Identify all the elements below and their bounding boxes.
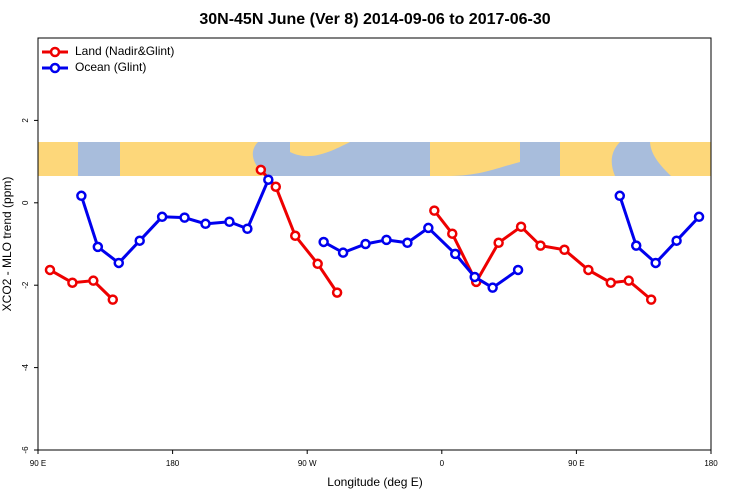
legend-label: Land (Nadir&Glint) xyxy=(75,44,174,58)
series-line xyxy=(79,179,701,290)
point xyxy=(76,190,87,202)
point xyxy=(360,238,371,250)
point xyxy=(671,235,682,246)
x-tick-label: 0 xyxy=(440,459,445,468)
point xyxy=(645,294,657,305)
legend-label: Ocean (Glint) xyxy=(75,60,146,74)
x-tick-label: 90 E xyxy=(568,459,584,468)
point xyxy=(255,164,267,176)
point xyxy=(450,248,461,260)
point xyxy=(447,228,458,239)
point xyxy=(318,236,329,248)
point xyxy=(515,221,527,232)
y-tick-label: 2 xyxy=(21,118,30,123)
y-tick-label: 0 xyxy=(21,200,30,205)
plot-frame xyxy=(37,37,712,451)
point xyxy=(44,264,56,276)
point xyxy=(107,294,119,305)
x-tick-label: 90 E xyxy=(30,459,46,468)
point xyxy=(289,230,301,242)
point xyxy=(224,216,235,228)
point xyxy=(113,257,125,269)
legend-marker xyxy=(49,62,61,74)
point xyxy=(535,240,546,251)
point xyxy=(559,244,570,256)
x-tick-label: 90 W xyxy=(298,459,317,468)
point xyxy=(156,211,168,223)
map-band xyxy=(38,142,711,176)
point xyxy=(429,205,440,216)
point xyxy=(88,275,99,286)
point xyxy=(67,277,78,288)
x-tick-label: 180 xyxy=(166,459,180,468)
x-axis-label: Longitude (deg E) xyxy=(327,475,422,489)
point xyxy=(270,181,282,192)
y-tick-label: -4 xyxy=(21,363,30,371)
point xyxy=(381,234,392,246)
x-tick-label: 180 xyxy=(704,459,718,468)
y-tick-label: -6 xyxy=(21,446,30,454)
point xyxy=(242,223,253,235)
point xyxy=(512,264,524,276)
y-axis-label: XCO2 - MLO trend (ppm) xyxy=(0,177,14,312)
point xyxy=(614,190,626,202)
point xyxy=(402,237,413,249)
point xyxy=(331,287,343,298)
chart-title: 30N-45N June (Ver 8) 2014-09-06 to 2017-… xyxy=(199,11,550,28)
legend-marker xyxy=(49,46,61,58)
point xyxy=(605,277,617,288)
point xyxy=(179,212,190,223)
point xyxy=(650,257,661,269)
point xyxy=(693,211,705,223)
point xyxy=(92,241,104,253)
point xyxy=(134,235,145,246)
y-tick-label: -2 xyxy=(21,281,30,289)
point xyxy=(423,222,434,234)
point xyxy=(469,271,480,283)
series-line xyxy=(49,168,653,301)
point xyxy=(200,218,211,230)
point xyxy=(337,247,349,258)
point xyxy=(630,240,642,251)
point xyxy=(312,258,323,270)
point xyxy=(623,275,634,286)
point xyxy=(583,264,594,276)
point xyxy=(493,237,504,249)
point xyxy=(487,282,498,293)
point xyxy=(263,174,274,185)
